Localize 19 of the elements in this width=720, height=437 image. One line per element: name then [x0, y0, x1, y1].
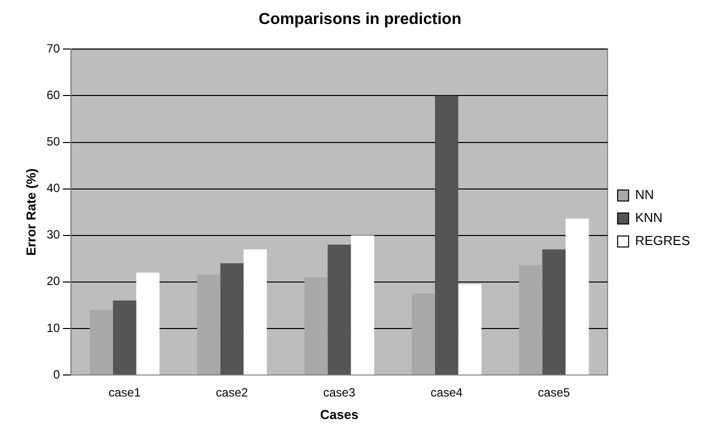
- y-tick-label: 0: [53, 367, 60, 382]
- x-tick-label: case1: [108, 386, 141, 400]
- legend-label: KNN: [635, 210, 663, 226]
- legend-label: NN: [635, 187, 654, 202]
- x-tick-label: case5: [538, 386, 570, 400]
- x-axis-title: Cases: [320, 406, 358, 422]
- y-tick-label: 40: [46, 181, 60, 196]
- y-tick-label: 20: [46, 274, 60, 288]
- x-tick-label: case4: [430, 386, 463, 400]
- y-tick-label: 70: [46, 42, 60, 56]
- chart-title: Comparisons in prediction: [258, 11, 462, 28]
- y-tick-label: 60: [46, 88, 60, 102]
- x-tick-label: case3: [323, 386, 356, 400]
- x-tick-label: case2: [216, 386, 248, 400]
- y-tick-label: 30: [46, 228, 60, 242]
- legend-label: REGRES: [635, 233, 690, 248]
- y-tick-label: 50: [46, 134, 60, 149]
- y-axis-title: Error Rate (%): [23, 168, 38, 256]
- y-tick-label: 10: [46, 320, 60, 335]
